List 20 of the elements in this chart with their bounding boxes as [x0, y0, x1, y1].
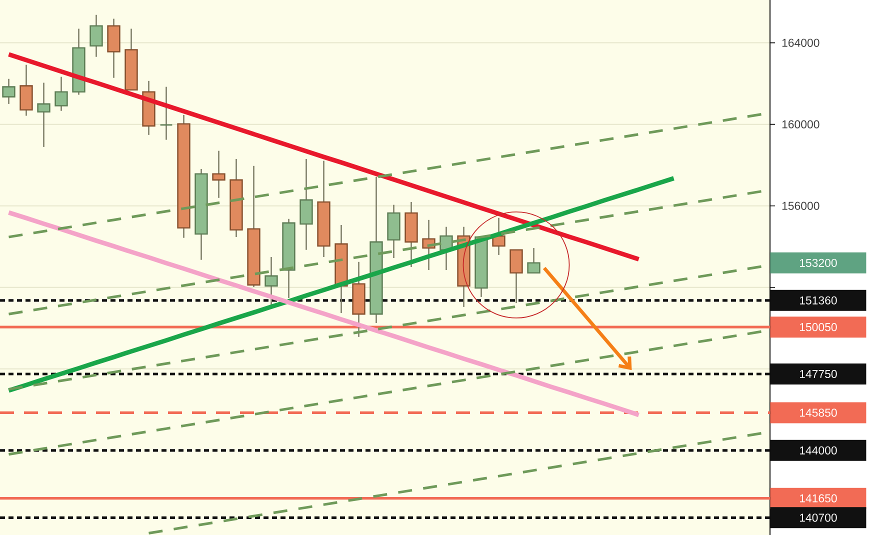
candlestick [2, 78, 16, 105]
ref-line-label: 144000 [800, 446, 837, 454]
ref-line-label: 151360 [800, 296, 837, 304]
candlestick [90, 14, 103, 58]
candlestick [54, 76, 68, 112]
ref-line-label: 150050 [800, 323, 837, 332]
text: 153200 [800, 258, 837, 267]
candlestick [160, 86, 173, 140]
candlestick [492, 217, 506, 256]
candlestick [212, 150, 226, 199]
ref-line-label: 141650 [800, 494, 837, 502]
ref-line-label: 140700 [800, 514, 837, 522]
ref-line-label: 147750 [800, 370, 837, 378]
ref-line-label: 145850 [800, 408, 837, 417]
candlestick [37, 82, 50, 148]
candlestick [527, 247, 540, 274]
y-tick-label: 160000 [782, 120, 820, 128]
y-tick-label: 164000 [782, 38, 820, 47]
y-tick-label: 156000 [782, 202, 820, 210]
candlestick [510, 249, 523, 304]
